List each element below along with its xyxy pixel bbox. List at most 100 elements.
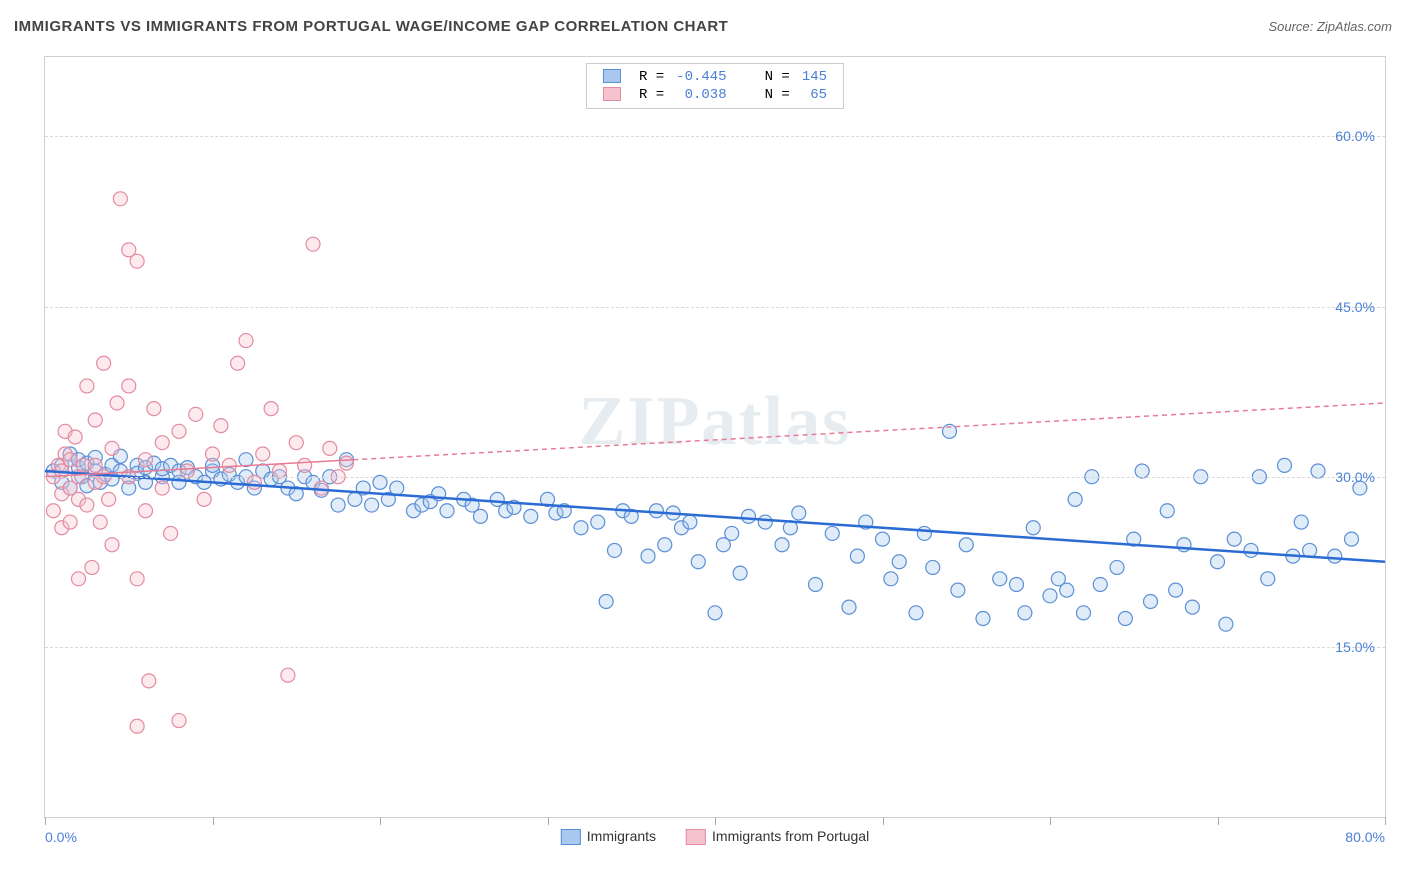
data-point-immigrants <box>365 498 379 512</box>
stat-R-label: R = <box>633 86 670 104</box>
data-point-portugal <box>68 430 82 444</box>
data-point-portugal <box>155 436 169 450</box>
scatter-svg <box>45 57 1385 817</box>
y-tick-label: 45.0% <box>1335 299 1375 315</box>
x-tick <box>548 817 549 825</box>
data-point-immigrants <box>390 481 404 495</box>
stat-R-label: R = <box>633 68 670 86</box>
data-point-immigrants <box>683 515 697 529</box>
data-point-portugal <box>80 379 94 393</box>
data-point-immigrants <box>1261 572 1275 586</box>
data-point-immigrants <box>1160 504 1174 518</box>
data-point-immigrants <box>1118 611 1132 625</box>
gridline-h <box>45 477 1385 478</box>
data-point-immigrants <box>1144 594 1158 608</box>
data-point-portugal <box>155 481 169 495</box>
data-point-portugal <box>147 402 161 416</box>
data-point-immigrants <box>775 538 789 552</box>
data-point-portugal <box>105 538 119 552</box>
legend-label: Immigrants from Portugal <box>712 828 869 844</box>
data-point-immigrants <box>917 526 931 540</box>
data-point-portugal <box>340 456 354 470</box>
x-tick <box>380 817 381 825</box>
data-point-immigrants <box>591 515 605 529</box>
data-point-immigrants <box>850 549 864 563</box>
data-point-portugal <box>298 458 312 472</box>
stat-N-value: 145 <box>796 68 833 86</box>
data-point-portugal <box>231 356 245 370</box>
x-axis-max-label: 80.0% <box>1345 829 1385 845</box>
data-point-immigrants <box>959 538 973 552</box>
data-point-immigrants <box>884 572 898 586</box>
data-point-portugal <box>122 379 136 393</box>
data-point-immigrants <box>1169 583 1183 597</box>
data-point-immigrants <box>842 600 856 614</box>
y-tick-label: 60.0% <box>1335 128 1375 144</box>
data-point-immigrants <box>825 526 839 540</box>
data-point-immigrants <box>742 509 756 523</box>
data-point-immigrants <box>524 509 538 523</box>
data-point-portugal <box>289 436 303 450</box>
data-point-portugal <box>97 356 111 370</box>
chart-title: IMMIGRANTS VS IMMIGRANTS FROM PORTUGAL W… <box>14 18 728 35</box>
data-point-portugal <box>164 526 178 540</box>
data-point-immigrants <box>809 577 823 591</box>
stats-table: R =-0.445N =145R =0.038N =65 <box>597 68 833 104</box>
data-point-portugal <box>256 447 270 461</box>
data-point-portugal <box>139 504 153 518</box>
data-point-immigrants <box>1345 532 1359 546</box>
data-point-portugal <box>314 481 328 495</box>
legend-item-immigrants: Immigrants <box>561 828 656 845</box>
legend-swatch-immigrants <box>603 69 621 83</box>
source-prefix: Source: <box>1268 19 1316 34</box>
data-point-immigrants <box>1026 521 1040 535</box>
data-point-immigrants <box>1227 532 1241 546</box>
data-point-immigrants <box>641 549 655 563</box>
data-point-immigrants <box>733 566 747 580</box>
data-point-portugal <box>264 402 278 416</box>
data-point-immigrants <box>792 506 806 520</box>
source-attribution: Source: ZipAtlas.com <box>1268 19 1392 34</box>
trendline-portugal-extrapolated <box>353 403 1385 460</box>
data-point-immigrants <box>1219 617 1233 631</box>
data-point-portugal <box>281 668 295 682</box>
data-point-immigrants <box>691 555 705 569</box>
data-point-portugal <box>113 192 127 206</box>
data-point-immigrants <box>608 543 622 557</box>
data-point-portugal <box>46 504 60 518</box>
stat-row-immigrants: R =-0.445N =145 <box>597 68 833 86</box>
x-tick <box>883 817 884 825</box>
data-point-immigrants <box>1328 549 1342 563</box>
x-tick <box>45 817 46 825</box>
data-point-portugal <box>142 674 156 688</box>
x-tick <box>1385 817 1386 825</box>
data-point-immigrants <box>1043 589 1057 603</box>
legend-swatch-portugal <box>603 87 621 101</box>
data-point-portugal <box>130 719 144 733</box>
stat-N-value: 65 <box>796 86 833 104</box>
data-point-portugal <box>85 560 99 574</box>
data-point-portugal <box>110 396 124 410</box>
y-tick-label: 15.0% <box>1335 639 1375 655</box>
x-tick <box>213 817 214 825</box>
correlation-stats-box: R =-0.445N =145R =0.038N =65 <box>586 63 844 109</box>
data-point-portugal <box>189 407 203 421</box>
gridline-h <box>45 307 1385 308</box>
data-point-immigrants <box>926 560 940 574</box>
data-point-portugal <box>239 334 253 348</box>
data-point-portugal <box>88 413 102 427</box>
legend-swatch-immigrants <box>561 829 581 845</box>
data-point-immigrants <box>1077 606 1091 620</box>
data-point-immigrants <box>1278 458 1292 472</box>
data-point-immigrants <box>1244 543 1258 557</box>
x-tick <box>1218 817 1219 825</box>
data-point-immigrants <box>658 538 672 552</box>
data-point-immigrants <box>239 453 253 467</box>
legend-label: Immigrants <box>587 828 656 844</box>
data-point-portugal <box>105 441 119 455</box>
stat-R-value: 0.038 <box>670 86 732 104</box>
source-link[interactable]: ZipAtlas.com <box>1317 19 1392 34</box>
data-point-portugal <box>172 424 186 438</box>
data-point-portugal <box>139 453 153 467</box>
data-point-immigrants <box>331 498 345 512</box>
